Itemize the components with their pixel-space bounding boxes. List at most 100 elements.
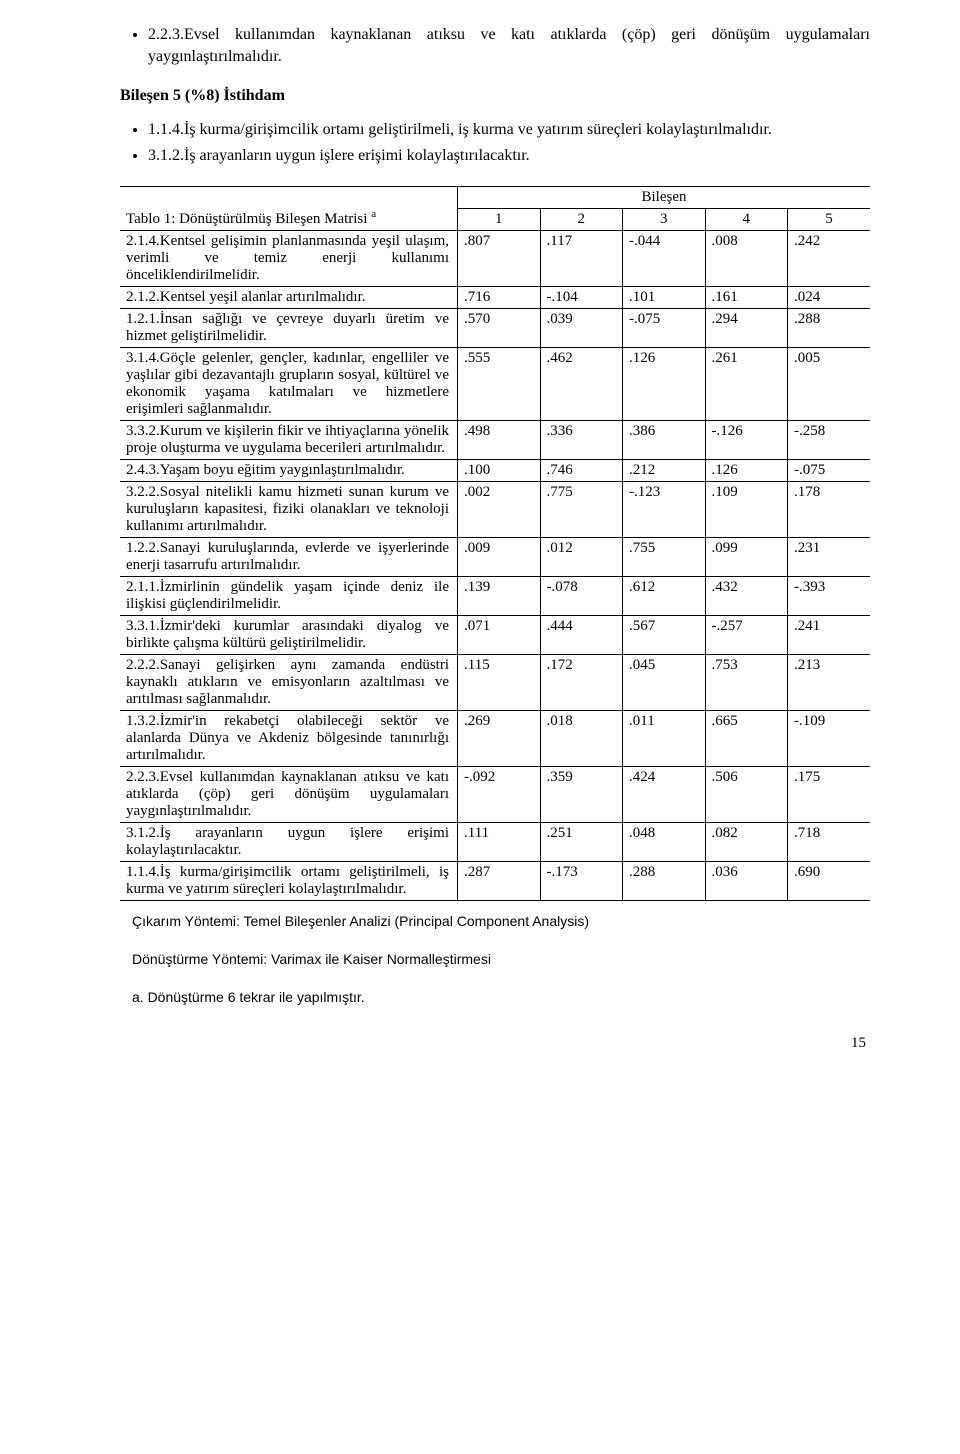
table-row: 1.3.2.İzmir'in rekabetçi olabileceği sek… — [120, 710, 870, 766]
row-value: .288 — [788, 308, 871, 347]
row-value: .251 — [540, 822, 623, 861]
row-value: .462 — [540, 347, 623, 420]
row-value: .099 — [705, 537, 788, 576]
col-4: 4 — [705, 208, 788, 230]
page-number: 15 — [120, 1035, 870, 1052]
row-value: .172 — [540, 654, 623, 710]
row-value: .071 — [458, 615, 541, 654]
row-label: 2.2.2.Sanayi gelişirken aynı zamanda end… — [120, 654, 458, 710]
row-value: .807 — [458, 230, 541, 286]
row-value: -.173 — [540, 861, 623, 900]
row-value: .009 — [458, 537, 541, 576]
col-5: 5 — [788, 208, 871, 230]
row-value: .109 — [705, 481, 788, 537]
footer-notes: Çıkarım Yöntemi: Temel Bileşenler Analiz… — [120, 913, 870, 1005]
row-value: .045 — [623, 654, 706, 710]
row-value: .288 — [623, 861, 706, 900]
row-label: 2.1.1.İzmirlinin gündelik yaşam içinde d… — [120, 576, 458, 615]
row-value: .175 — [788, 766, 871, 822]
footnote-method-3: a. Dönüştürme 6 tekrar ile yapılmıştır. — [132, 989, 870, 1005]
row-value: -.092 — [458, 766, 541, 822]
row-value: -.078 — [540, 576, 623, 615]
intro-bullet: 2.2.3.Evsel kullanımdan kaynaklanan atık… — [148, 24, 870, 69]
table-row: 1.1.4.İş kurma/girişimcilik ortamı geliş… — [120, 861, 870, 900]
row-value: .111 — [458, 822, 541, 861]
row-value: .746 — [540, 459, 623, 481]
row-value: .115 — [458, 654, 541, 710]
row-value: .213 — [788, 654, 871, 710]
row-label: 3.3.1.İzmir'deki kurumlar arasındaki diy… — [120, 615, 458, 654]
row-value: .261 — [705, 347, 788, 420]
row-value: .231 — [788, 537, 871, 576]
row-value: .126 — [705, 459, 788, 481]
row-value: -.109 — [788, 710, 871, 766]
row-value: .082 — [705, 822, 788, 861]
section-bullet-2: 3.1.2.İş arayanların uygun işlere erişim… — [148, 145, 870, 167]
section-heading: Bileşen 5 (%8) İstihdam — [120, 87, 870, 105]
row-label: 3.1.2.İş arayanların uygun işlere erişim… — [120, 822, 458, 861]
row-value: .570 — [458, 308, 541, 347]
table-row: 1.2.1.İnsan sağlığı ve çevreye duyarlı ü… — [120, 308, 870, 347]
table-row: 3.1.4.Göçle gelenler, gençler, kadınlar,… — [120, 347, 870, 420]
row-value: -.075 — [623, 308, 706, 347]
footnote-method-2: Dönüştürme Yöntemi: Varimax ile Kaiser N… — [132, 951, 870, 967]
row-value: .432 — [705, 576, 788, 615]
row-value: .716 — [458, 286, 541, 308]
row-value: .100 — [458, 459, 541, 481]
row-label: 2.2.3.Evsel kullanımdan kaynaklanan atık… — [120, 766, 458, 822]
row-label: 1.2.1.İnsan sağlığı ve çevreye duyarlı ü… — [120, 308, 458, 347]
row-value: .294 — [705, 308, 788, 347]
row-value: .024 — [788, 286, 871, 308]
row-label: 2.4.3.Yaşam boyu eğitim yaygınlaştırılma… — [120, 459, 458, 481]
row-value: .005 — [788, 347, 871, 420]
row-label: 3.2.2.Sosyal nitelikli kamu hizmeti suna… — [120, 481, 458, 537]
footnote-method-1: Çıkarım Yöntemi: Temel Bileşenler Analiz… — [132, 913, 870, 929]
table-row: 3.3.1.İzmir'deki kurumlar arasındaki diy… — [120, 615, 870, 654]
table-row: 2.1.2.Kentsel yeşil alanlar artırılmalıd… — [120, 286, 870, 308]
row-value: .036 — [705, 861, 788, 900]
row-value: -.123 — [623, 481, 706, 537]
table-header-bilesen: Bileşen — [458, 186, 871, 208]
row-value: -.393 — [788, 576, 871, 615]
row-value: .002 — [458, 481, 541, 537]
table-row: 3.3.2.Kurum ve kişilerin fikir ve ihtiya… — [120, 420, 870, 459]
col-1: 1 — [458, 208, 541, 230]
row-value: .008 — [705, 230, 788, 286]
row-value: .424 — [623, 766, 706, 822]
section-bullet-1: 1.1.4.İş kurma/girişimcilik ortamı geliş… — [148, 119, 870, 141]
section-bullet-list: 1.1.4.İş kurma/girişimcilik ortamı geliş… — [120, 119, 870, 168]
row-label: 2.1.4.Kentsel gelişimin planlanmasında y… — [120, 230, 458, 286]
table-title-cell: Tablo 1: Dönüştürülmüş Bileşen Matrisi a — [120, 186, 458, 230]
row-value: .753 — [705, 654, 788, 710]
table-row: 2.1.4.Kentsel gelişimin planlanmasında y… — [120, 230, 870, 286]
row-value: .444 — [540, 615, 623, 654]
table-row: 2.4.3.Yaşam boyu eğitim yaygınlaştırılma… — [120, 459, 870, 481]
row-label: 3.3.2.Kurum ve kişilerin fikir ve ihtiya… — [120, 420, 458, 459]
row-value: .012 — [540, 537, 623, 576]
table-header-row-1: Tablo 1: Dönüştürülmüş Bileşen Matrisi a… — [120, 186, 870, 208]
row-value: .048 — [623, 822, 706, 861]
row-value: .690 — [788, 861, 871, 900]
row-value: .555 — [458, 347, 541, 420]
row-value: .117 — [540, 230, 623, 286]
row-value: -.258 — [788, 420, 871, 459]
row-value: .241 — [788, 615, 871, 654]
row-value: .498 — [458, 420, 541, 459]
row-value: .269 — [458, 710, 541, 766]
table-row: 2.2.2.Sanayi gelişirken aynı zamanda end… — [120, 654, 870, 710]
row-value: .567 — [623, 615, 706, 654]
row-value: .178 — [788, 481, 871, 537]
row-value: .775 — [540, 481, 623, 537]
row-label: 1.1.4.İş kurma/girişimcilik ortamı geliş… — [120, 861, 458, 900]
row-label: 3.1.4.Göçle gelenler, gençler, kadınlar,… — [120, 347, 458, 420]
component-matrix-table: Tablo 1: Dönüştürülmüş Bileşen Matrisi a… — [120, 186, 870, 901]
col-3: 3 — [623, 208, 706, 230]
row-value: -.044 — [623, 230, 706, 286]
table-row: 1.2.2.Sanayi kuruluşlarında, evlerde ve … — [120, 537, 870, 576]
row-value: .665 — [705, 710, 788, 766]
row-label: 1.3.2.İzmir'in rekabetçi olabileceği sek… — [120, 710, 458, 766]
intro-bullet-list: 2.2.3.Evsel kullanımdan kaynaklanan atık… — [120, 24, 870, 69]
row-label: 1.2.2.Sanayi kuruluşlarında, evlerde ve … — [120, 537, 458, 576]
table-row: 2.1.1.İzmirlinin gündelik yaşam içinde d… — [120, 576, 870, 615]
table-title-sup: a — [371, 208, 376, 220]
